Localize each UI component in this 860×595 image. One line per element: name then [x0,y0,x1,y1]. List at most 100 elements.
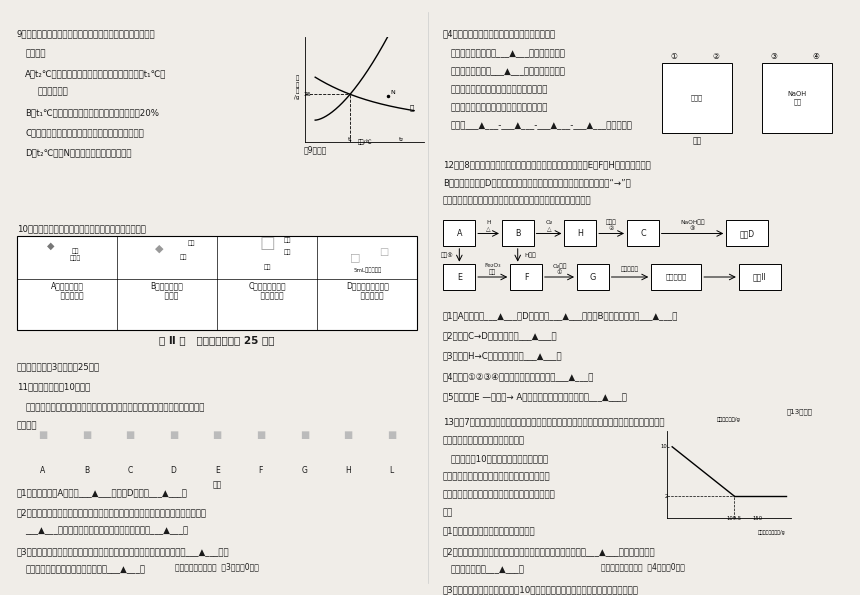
Text: 法正确的: 法正确的 [25,49,46,58]
Text: □: □ [260,234,275,252]
Text: （1）图甲中件器A的名称___▲___，件器D的名称___▲___。: （1）图甲中件器A的名称___▲___，件器D的名称___▲___。 [17,488,187,497]
Text: B: B [84,466,89,475]
Text: 2: 2 [664,494,667,499]
Text: 乙: 乙 [409,105,414,111]
Text: A．蜡烛燃烧生
    成二氧化碗: A．蜡烛燃烧生 成二氧化碗 [51,281,83,300]
Text: 剩余固体质量/g: 剩余固体质量/g [717,417,740,422]
Text: NaOH
溶液: NaOH 溶液 [788,91,807,105]
Text: H: H [577,229,583,238]
Text: 水蒸气等杂质，为得到纯净的氢气，可将含: 水蒸气等杂质，为得到纯净的氢气，可将含 [451,86,549,95]
Text: 九年级理化（合卷）  第4页（共0页）: 九年级理化（合卷） 第4页（共0页） [601,562,685,571]
Text: ◆: ◆ [46,241,54,251]
Text: A．t₂℃时，将甲、乙两种物质的饱和溶液降温至t₁℃，: A．t₂℃时，将甲、乙两种物质的饱和溶液降温至t₁℃， [25,70,167,79]
Text: 稼确酸
②: 稼确酸 ② [606,220,617,231]
Text: D．说明确酸鑢与氯
    氧化钓反应: D．说明确酸鑢与氯 氧化钓反应 [346,281,389,300]
Text: 白磷: 白磷 [284,238,292,243]
Text: 杂质的气体通过的装置接口（如图乙所示）: 杂质的气体通过的装置接口（如图乙所示） [451,104,549,112]
Text: 109.5: 109.5 [727,516,742,521]
Text: 10: 10 [660,444,667,449]
Text: A: A [40,466,46,475]
Text: 求：: 求： [443,508,453,517]
FancyBboxPatch shape [444,221,476,246]
Text: 12．（8分）下列框图中的物质都是初中学习过的物质，其中E、F、H均为黑色粉末，: 12．（8分）下列框图中的物质都是初中学习过的物质，其中E、F、H均为黑色粉末， [443,160,650,169]
FancyBboxPatch shape [627,221,659,246]
Text: D．t₂℃时，N点表示乙物质的不饱和溶液: D．t₂℃时，N点表示乙物质的不饱和溶液 [25,149,132,158]
Text: 第 Ⅱ 卷   （非选择题，共 25 分）: 第 Ⅱ 卷 （非选择题，共 25 分） [159,335,275,345]
Text: 反应的化学方程式是___▲___，在制取的氢气: 反应的化学方程式是___▲___，在制取的氢气 [451,49,566,58]
Text: ■: ■ [126,430,135,440]
Text: B．t₁℃时，甲、乙饱和溶液的溶质质量分数为20%: B．t₁℃时，甲、乙饱和溶液的溶质质量分数为20% [25,108,159,117]
Text: （3）问题讨论：小亮小组也取用10克赤鐵矿样品于试管中，通入一氧化碗一段时间: （3）问题讨论：小亮小组也取用10克赤鐵矿样品于试管中，通入一氧化碗一段时间 [443,585,638,594]
Text: （4）反应①②③④中不属于复分解反应的是___▲___。: （4）反应①②③④中不属于复分解反应的是___▲___。 [443,372,594,381]
Text: 依次为___▲___-___▲___-___▲___-___▲___（填数字）: 依次为___▲___-___▲___-___▲___-___▲___（填数字） [451,121,633,130]
Text: ①: ① [671,52,678,61]
Text: ___▲___（填字母），请写出该反应的化学方程式___▲___。: ___▲___（填字母），请写出该反应的化学方程式___▲___。 [25,526,188,536]
Text: t₂: t₂ [398,137,403,142]
FancyBboxPatch shape [651,264,702,290]
Text: 字母），请写出该反应的化学方程式___▲___。: 字母），请写出该反应的化学方程式___▲___。 [25,565,145,574]
Text: D: D [170,466,176,475]
Text: 小明小组取10克赤鐵矿样品（杂质不溶于: 小明小组取10克赤鐵矿样品（杂质不溶于 [451,454,549,463]
Text: 图乙: 图乙 [692,136,702,145]
Text: 二、非选择题（3小题，共25分）: 二、非选择题（3小题，共25分） [17,362,100,371]
Text: 11．实验探究器（10分）：: 11．实验探究器（10分）： [17,383,90,392]
Text: C．白磷的着火点
    比红磷的低: C．白磷的着火点 比红磷的低 [249,281,286,300]
Text: ■: ■ [82,430,91,440]
Text: G: G [301,466,307,475]
Text: ②: ② [712,52,719,61]
Text: 浓确酸: 浓确酸 [691,95,703,101]
Text: B．鐵能在氧气
    中燃烧: B．鐵能在氧气 中燃烧 [150,281,183,300]
Text: 九年级理化（合卷）  第3页（共0页）: 九年级理化（合卷） 第3页（共0页） [175,562,259,571]
Text: 温度/℃: 温度/℃ [358,139,372,145]
Text: 9．右图为甲、乙两种固体物质在水中的溶解度曲线。下列说: 9．右图为甲、乙两种固体物质在水中的溶解度曲线。下列说 [17,29,156,38]
Text: 10．根据下图所示实验分析得出的结论中，不正确的是: 10．根据下图所示实验分析得出的结论中，不正确的是 [17,224,146,233]
Text: 沉淠II: 沉淠II [752,273,766,281]
Text: 实验室现有氯酸钒、稀盐酸、二氧化锄、大理石、锶粒、火柴、药匙、敾子及以: 实验室现有氯酸钒、稀盐酸、二氧化锄、大理石、锶粒、火柴、药匙、敾子及以 [25,403,205,412]
FancyBboxPatch shape [510,264,542,290]
Text: H高温: H高温 [525,252,536,258]
Text: 示物质间存在着转化关系（部分生成物来标出）请回答下列问题：: 示物质间存在着转化关系（部分生成物来标出）请回答下列问题： [443,196,592,205]
FancyBboxPatch shape [726,221,768,246]
Text: Fe₂O₃
高温: Fe₂O₃ 高温 [484,264,501,275]
Text: （9题图）: （9题图） [304,145,327,154]
Text: （3）写出H→C反应的实验现象___▲___。: （3）写出H→C反应的实验现象___▲___。 [443,352,562,361]
Text: ■: ■ [212,430,222,440]
Text: A: A [457,229,462,238]
Text: ③: ③ [771,52,777,61]
Text: ■: ■ [299,430,309,440]
Text: t₁: t₁ [347,137,353,142]
Text: F: F [524,273,528,281]
Text: （2）当稀盐酸和赤鐵矿石恰好完全反应时，所得溶液的质量是___▲___，赤鐵矿中氧化: （2）当稀盐酸和赤鐵矿石恰好完全反应时，所得溶液的质量是___▲___，赤鐵矿中… [443,547,655,556]
Text: （4）利用该实验室已有件器药品还可制取氢气，: （4）利用该实验室已有件器药品还可制取氢气， [443,29,556,38]
Text: L: L [390,466,394,475]
Text: O₂
△: O₂ △ [545,220,553,231]
Text: 中往往含有少量的___▲___（写物质名称）和: 中往往含有少量的___▲___（写物质名称）和 [451,67,566,76]
FancyBboxPatch shape [444,264,476,290]
Text: 5mL确酸鑢溶液: 5mL确酸鑢溶液 [353,267,382,273]
Text: E: E [457,273,462,281]
Text: 下件器：: 下件器： [17,421,38,430]
Text: 鐵丝: 鐵丝 [180,255,187,260]
Text: 澄清
石灰水: 澄清 石灰水 [70,249,81,261]
Text: 化鐵的质量分数，进行了如下探究：: 化鐵的质量分数，进行了如下探究： [443,436,525,445]
Text: （3）若要制取较多量的二氧化碗，组装气体发生装置需要图甲中的件器是___▲___（填: （3）若要制取较多量的二氧化碗，组装气体发生装置需要图甲中的件器是___▲___… [17,547,230,556]
Text: 水和酸，也不参加反应），不断加入稀盐酸到固: 水和酸，也不参加反应），不断加入稀盐酸到固 [443,472,550,481]
Text: 25: 25 [304,92,311,97]
FancyBboxPatch shape [662,63,732,133]
Text: O₂点燃
①: O₂点燃 ① [552,264,567,275]
Text: 13．（7分）有一赤鐵矿石样品（主要成分为氧化鐵）。某学校化学兴趣小组为了测得样品中氧: 13．（7分）有一赤鐵矿石样品（主要成分为氧化鐵）。某学校化学兴趣小组为了测得样… [443,418,664,427]
Text: E: E [215,466,219,475]
Text: 图甲: 图甲 [212,481,222,490]
Text: B: B [515,229,520,238]
Text: 澄清石灰水: 澄清石灰水 [666,274,687,280]
Text: （2）写出C→D的化学方程式___▲___。: （2）写出C→D的化学方程式___▲___。 [443,331,557,340]
Text: （1）A的化学式___▲___，D的化学式___▲___，物质B属于纯净物中的___▲___。: （1）A的化学式___▲___，D的化学式___▲___，物质B属于纯净物中的_… [443,311,678,320]
Text: ■: ■ [256,430,266,440]
FancyBboxPatch shape [564,221,596,246]
Text: （5）在实现E —稼盐酸→ A的转化中所得溶液溶质的名称___▲___。: （5）在实现E —稼盐酸→ A的转化中所得溶液溶质的名称___▲___。 [443,392,627,401]
Text: NaOH溶液
③: NaOH溶液 ③ [680,220,705,231]
Text: N: N [390,90,395,95]
Text: （13题图）: （13题图） [786,408,812,415]
Text: ◆: ◆ [155,244,163,254]
FancyBboxPatch shape [17,236,417,330]
